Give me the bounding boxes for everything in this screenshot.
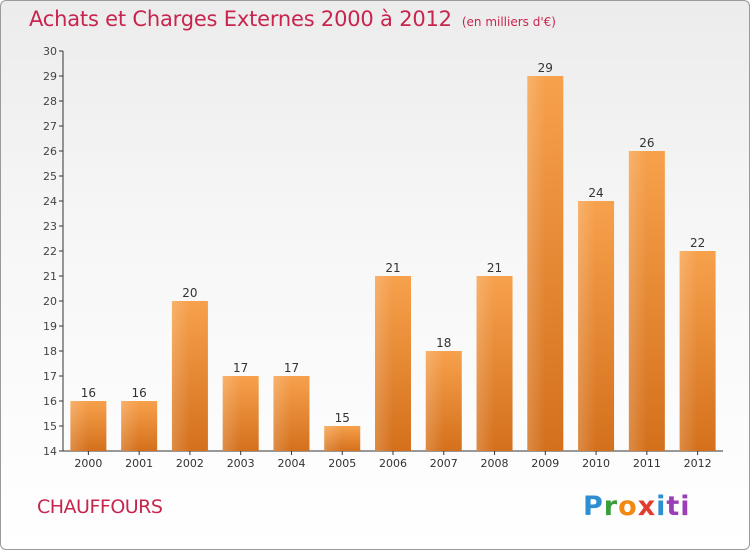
data-label: 24 — [588, 186, 603, 200]
bar-highlight — [70, 401, 89, 451]
y-tick-label: 20 — [43, 295, 57, 308]
y-tick-label: 29 — [43, 70, 57, 83]
y-tick-label: 22 — [43, 245, 57, 258]
y-tick-label: 15 — [43, 420, 57, 433]
data-label: 16 — [132, 386, 147, 400]
data-label: 29 — [538, 61, 553, 75]
data-label: 16 — [81, 386, 96, 400]
y-tick-label: 16 — [43, 395, 57, 408]
y-tick-label: 19 — [43, 320, 57, 333]
chart-unit: (en milliers d'€) — [461, 15, 556, 29]
data-label: 21 — [385, 261, 400, 275]
y-tick-label: 28 — [43, 95, 57, 108]
data-label: 17 — [233, 361, 248, 375]
data-label: 21 — [487, 261, 502, 275]
x-tick-label: 2012 — [684, 457, 712, 470]
y-tick-label: 25 — [43, 170, 57, 183]
chart-title-text: Achats et Charges Externes 2000 à 2012 — [29, 7, 452, 31]
data-label: 20 — [182, 286, 197, 300]
data-label: 26 — [639, 136, 654, 150]
y-tick-label: 23 — [43, 220, 57, 233]
bar-highlight — [273, 376, 292, 451]
y-tick-label: 24 — [43, 195, 57, 208]
x-tick-label: 2008 — [481, 457, 509, 470]
x-tick-label: 2001 — [125, 457, 153, 470]
y-axis: 14 15 16 17 18 19 20 21 22 23 24 25 26 27 28 29 30 — [43, 45, 64, 458]
bar-highlight — [121, 401, 140, 451]
y-tick-label: 30 — [43, 45, 57, 58]
chart-title: Achats et Charges Externes 2000 à 2012 (e… — [29, 7, 556, 31]
bar-highlight — [425, 351, 444, 451]
proxiti-logo[interactable]: Proxiti — [583, 491, 691, 522]
x-tick-label: 2009 — [531, 457, 559, 470]
bar-highlight — [222, 376, 241, 451]
y-tick-label: 21 — [43, 270, 57, 283]
x-tick-label: 2010 — [582, 457, 610, 470]
data-label: 17 — [284, 361, 299, 375]
bars: 16 16 20 17 17 15 21 18 21 29 24 26 22 — [70, 61, 716, 451]
x-tick-label: 2003 — [227, 457, 255, 470]
bar-highlight — [476, 276, 495, 451]
x-tick-label: 2005 — [328, 457, 356, 470]
bar-highlight — [171, 301, 190, 451]
x-tick-label: 2002 — [176, 457, 204, 470]
x-tick-label: 2007 — [430, 457, 458, 470]
y-tick-label: 14 — [43, 445, 57, 458]
commune-name: CHAUFFOURS — [37, 496, 163, 518]
bar-highlight — [578, 201, 597, 451]
x-tick-label: 2004 — [277, 457, 305, 470]
data-label: 22 — [690, 236, 705, 250]
bar-highlight — [527, 76, 546, 451]
y-tick-label: 26 — [43, 145, 57, 158]
y-tick-label: 17 — [43, 370, 57, 383]
bar-highlight — [628, 151, 647, 451]
x-tick-label: 2006 — [379, 457, 407, 470]
y-tick-label: 27 — [43, 120, 57, 133]
data-label: 18 — [436, 336, 451, 350]
bar-highlight — [375, 276, 393, 451]
x-axis: 2000 2001 2002 2003 2004 2005 2006 2007 2008 2009… — [63, 450, 723, 470]
bar-highlight — [324, 426, 343, 451]
x-tick-label: 2011 — [633, 457, 661, 470]
bar-highlight — [679, 251, 698, 451]
x-tick-label: 2000 — [74, 457, 102, 470]
data-label: 15 — [335, 411, 350, 425]
y-tick-label: 18 — [43, 345, 57, 358]
